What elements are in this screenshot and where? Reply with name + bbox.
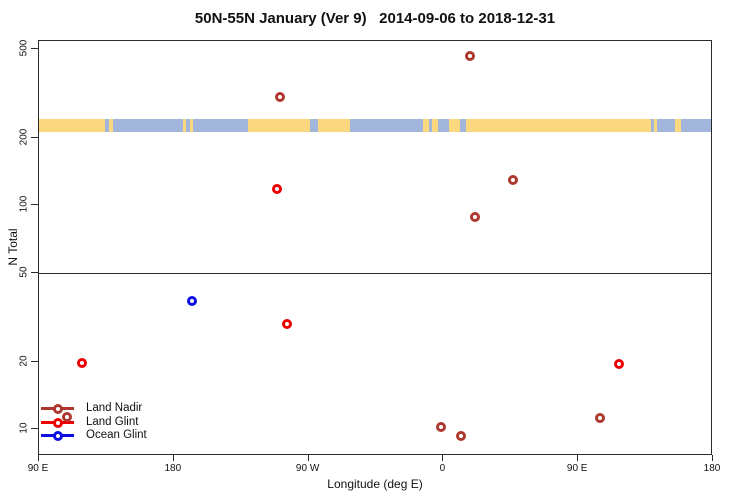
chart-title: 50N-55N January (Ver 9) 2014-09-06 to 20… [194, 10, 556, 27]
legend: Land Nadir Land Glint Ocean Glint [41, 402, 171, 446]
legend-label: Land Glint [86, 415, 139, 428]
data-point-land-glint [282, 318, 293, 329]
data-point-land-nadir [470, 211, 480, 222]
land-segment [448, 119, 461, 132]
y-tick-mark [31, 204, 38, 205]
reference-line-n50 [39, 273, 711, 274]
data-point-land-nadir [274, 92, 285, 102]
x-tick-label: 180 [164, 463, 182, 474]
x-axis-label: Longitude (deg E) [327, 477, 423, 491]
land-segment [466, 119, 651, 132]
x-tick-label: 90 W [295, 463, 320, 474]
x-tick-mark [712, 455, 713, 461]
legend-circle-icon [53, 431, 63, 441]
legend-item-land-nadir: Land Nadir [41, 402, 171, 416]
land-segment [423, 119, 429, 132]
x-tick-label: 90 E [27, 463, 49, 474]
land-segment [108, 119, 113, 132]
plot-area: Land Nadir Land Glint Ocean Glint [38, 40, 712, 455]
data-point-land-nadir [436, 421, 446, 432]
land-segment [674, 119, 681, 132]
data-point-land-glint [76, 358, 87, 369]
y-tick-mark [31, 48, 38, 49]
y-tick-mark [31, 137, 38, 138]
legend-item-land-glint: Land Glint [41, 416, 171, 430]
y-tick-label: 200 [18, 128, 30, 146]
y-axis-label: N Total [6, 228, 20, 266]
land-segment [318, 119, 350, 132]
y-tick-label: 50 [18, 266, 30, 278]
x-tick-mark [577, 455, 578, 461]
land-segment [182, 119, 186, 132]
data-point-land-glint [271, 184, 282, 195]
x-tick-mark [38, 455, 39, 461]
data-point-land-nadir [465, 51, 476, 62]
land-segment [39, 119, 106, 132]
x-tick-mark [308, 455, 309, 461]
land-ocean-map-band [39, 119, 711, 132]
data-point-land-nadir [62, 412, 72, 423]
legend-circle-icon [53, 404, 63, 414]
y-tick-mark [31, 272, 38, 273]
legend-label: Land Nadir [86, 402, 143, 414]
land-segment [653, 119, 657, 132]
data-point-land-nadir [508, 174, 519, 185]
land-segment [189, 119, 193, 132]
y-tick-label: 500 [18, 39, 30, 57]
y-tick-label: 100 [18, 195, 30, 213]
x-tick-label: 0 [439, 463, 446, 474]
legend-circle-icon [53, 417, 63, 428]
data-point-land-nadir [456, 430, 467, 441]
data-point-land-glint [614, 358, 625, 369]
x-tick-mark [442, 455, 443, 461]
land-segment [432, 119, 438, 132]
data-point-land-nadir [595, 412, 606, 423]
x-tick-mark [173, 455, 174, 461]
land-segment [247, 119, 310, 132]
y-tick-label: 10 [18, 422, 30, 434]
y-tick-label: 20 [18, 355, 30, 367]
y-tick-mark [31, 361, 38, 362]
legend-label: Ocean Glint [86, 429, 147, 441]
x-tick-label: 180 [703, 463, 721, 474]
x-tick-label: 90 E [566, 463, 588, 474]
y-tick-mark [31, 428, 38, 429]
legend-item-ocean-glint: Ocean Glint [41, 429, 171, 443]
data-point-ocean-glint [187, 296, 198, 307]
